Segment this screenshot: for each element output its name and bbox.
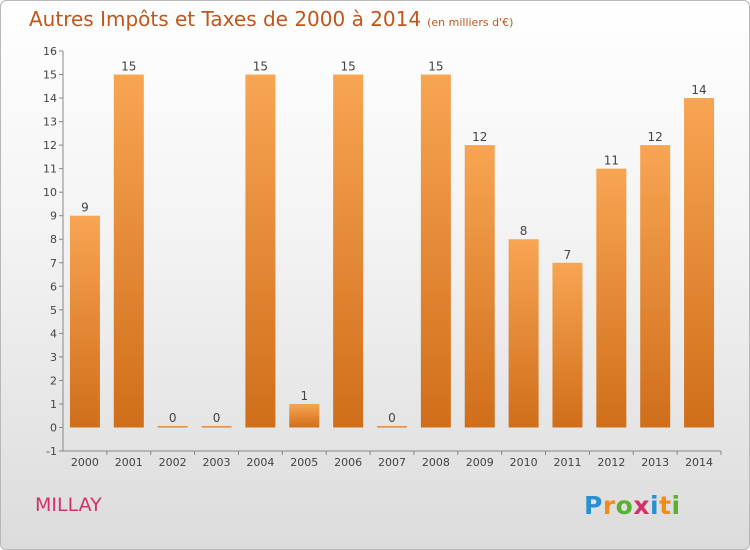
bar-value-label: 14 <box>691 83 706 97</box>
x-tick-label: 2003 <box>203 456 231 469</box>
bar-value-label: 11 <box>604 154 619 168</box>
logo-letter: i <box>650 491 660 520</box>
y-tick-label: 8 <box>50 233 57 246</box>
bar-value-label: 0 <box>213 411 221 425</box>
y-tick-label: 4 <box>50 327 57 340</box>
y-tick-label: 15 <box>43 69 57 82</box>
x-tick-label: 2014 <box>685 456 713 469</box>
y-tick-label: 9 <box>50 210 57 223</box>
chart-title: Autres Impôts et Taxes de 2000 à 2014 (en… <box>29 7 513 31</box>
bar <box>245 74 276 428</box>
y-tick-label: 1 <box>50 398 57 411</box>
x-tick-label: 2006 <box>334 456 362 469</box>
bar <box>377 425 407 428</box>
bar <box>420 74 451 428</box>
x-tick-label: 2012 <box>597 456 625 469</box>
bar-value-label: 12 <box>472 130 487 144</box>
x-tick-label: 2007 <box>378 456 406 469</box>
bar <box>640 145 671 428</box>
y-tick-label: 6 <box>50 280 57 293</box>
bar <box>201 425 232 428</box>
chart-subtitle: (en milliers d'€) <box>427 16 514 29</box>
bar-value-label: 15 <box>428 60 443 74</box>
logo-letter: x <box>633 491 650 520</box>
y-tick-label: 12 <box>43 139 57 152</box>
bar-value-label: 15 <box>121 60 136 74</box>
bar-value-label: 8 <box>520 224 528 238</box>
x-tick-label: 2008 <box>422 456 450 469</box>
y-tick-label: 7 <box>50 257 57 270</box>
y-tick-label: 13 <box>43 116 57 129</box>
bar <box>684 98 715 428</box>
bar <box>464 145 495 428</box>
y-tick-label: 10 <box>43 186 57 199</box>
bar <box>508 239 539 428</box>
bar-value-label: 7 <box>564 248 572 262</box>
x-tick-label: 2000 <box>71 456 99 469</box>
x-tick-label: 2004 <box>246 456 274 469</box>
y-tick-label: 14 <box>43 92 57 105</box>
bar <box>333 74 364 428</box>
bar-value-label: 1 <box>300 389 308 403</box>
bar-value-label: 9 <box>81 201 89 215</box>
x-tick-label: 2010 <box>510 456 538 469</box>
x-tick-label: 2013 <box>641 456 669 469</box>
place-name: MILLAY <box>35 494 102 516</box>
y-tick-label: 0 <box>50 421 57 434</box>
bar-value-label: 15 <box>253 60 268 74</box>
bar-value-label: 12 <box>648 130 663 144</box>
logo-letter: i <box>671 491 681 520</box>
x-tick-label: 2002 <box>159 456 187 469</box>
bar <box>289 403 320 428</box>
y-tick-label: 2 <box>50 374 57 387</box>
y-tick-label: 11 <box>43 163 57 176</box>
bar <box>596 168 627 428</box>
logo-letter: o <box>615 491 634 520</box>
x-tick-label: 2005 <box>290 456 318 469</box>
x-tick-label: 2011 <box>553 456 581 469</box>
bar <box>69 215 100 428</box>
bar <box>552 262 583 428</box>
chart-title-text: Autres Impôts et Taxes de 2000 à 2014 <box>29 7 422 31</box>
y-tick-label: 16 <box>43 45 57 58</box>
y-tick-label: 3 <box>50 351 57 364</box>
bar <box>157 425 188 428</box>
logo-letter: P <box>584 491 603 520</box>
x-tick-label: 2001 <box>115 456 143 469</box>
logo-letter: t <box>659 491 672 520</box>
bar-value-label: 0 <box>388 411 396 425</box>
bar-value-label: 15 <box>340 60 355 74</box>
bar <box>113 74 144 428</box>
proxiti-logo: Proxiti <box>584 491 681 520</box>
logo-letter: r <box>602 491 616 520</box>
bar-value-label: 0 <box>169 411 177 425</box>
y-tick-label: 5 <box>50 304 57 317</box>
x-tick-label: 2009 <box>466 456 494 469</box>
y-tick-label: -1 <box>46 445 57 458</box>
